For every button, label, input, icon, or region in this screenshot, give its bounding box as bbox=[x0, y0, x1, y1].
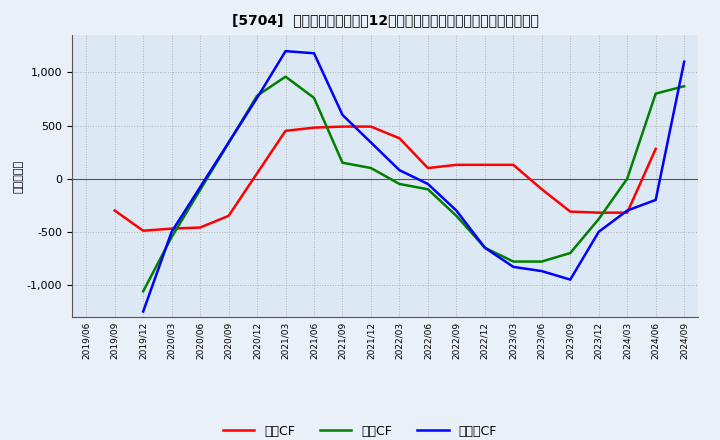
営業CF bbox=[282, 128, 290, 133]
営業CF bbox=[110, 208, 119, 213]
営業CF bbox=[310, 125, 318, 130]
フリーCF bbox=[452, 208, 461, 213]
営業CF bbox=[537, 187, 546, 192]
フリーCF bbox=[167, 229, 176, 235]
営業CF bbox=[196, 225, 204, 230]
営業CF bbox=[452, 162, 461, 168]
フリーCF bbox=[509, 264, 518, 269]
Legend: 営業CF, 投賄CF, フリーCF: 営業CF, 投賄CF, フリーCF bbox=[218, 420, 502, 440]
投賄CF bbox=[652, 91, 660, 96]
投賄CF bbox=[282, 74, 290, 79]
フリーCF bbox=[395, 168, 404, 173]
投賄CF bbox=[139, 289, 148, 294]
営業CF bbox=[225, 213, 233, 219]
Title: [5704]  キャッシュフローの12か月移動合計の対前年同期増減額の推移: [5704] キャッシュフローの12か月移動合計の対前年同期増減額の推移 bbox=[232, 13, 539, 27]
投賄CF bbox=[395, 181, 404, 187]
Line: 投賄CF: 投賄CF bbox=[143, 77, 684, 291]
営業CF bbox=[566, 209, 575, 214]
投賄CF bbox=[509, 259, 518, 264]
フリーCF bbox=[282, 48, 290, 54]
営業CF bbox=[509, 162, 518, 168]
投賄CF bbox=[595, 216, 603, 222]
投賄CF bbox=[253, 93, 261, 99]
フリーCF bbox=[310, 51, 318, 56]
投賄CF bbox=[480, 245, 489, 250]
営業CF bbox=[480, 162, 489, 168]
フリーCF bbox=[139, 309, 148, 314]
営業CF bbox=[395, 136, 404, 141]
営業CF bbox=[366, 124, 375, 129]
フリーCF bbox=[537, 268, 546, 274]
投賄CF bbox=[537, 259, 546, 264]
フリーCF bbox=[595, 229, 603, 235]
営業CF bbox=[139, 228, 148, 233]
投賄CF bbox=[623, 176, 631, 181]
投賄CF bbox=[167, 235, 176, 240]
フリーCF bbox=[680, 59, 688, 64]
投賄CF bbox=[423, 187, 432, 192]
Y-axis label: （百万円）: （百万円） bbox=[14, 159, 24, 193]
フリーCF bbox=[338, 112, 347, 117]
フリーCF bbox=[480, 245, 489, 250]
Line: 営業CF: 営業CF bbox=[114, 127, 656, 231]
投賄CF bbox=[310, 95, 318, 100]
営業CF bbox=[623, 210, 631, 215]
営業CF bbox=[167, 226, 176, 231]
フリーCF bbox=[623, 208, 631, 213]
営業CF bbox=[338, 124, 347, 129]
投賄CF bbox=[452, 213, 461, 219]
投賄CF bbox=[338, 160, 347, 165]
投賄CF bbox=[566, 250, 575, 256]
営業CF bbox=[652, 146, 660, 151]
投賄CF bbox=[680, 84, 688, 89]
フリーCF bbox=[566, 277, 575, 282]
営業CF bbox=[595, 210, 603, 215]
フリーCF bbox=[253, 95, 261, 100]
Line: フリーCF: フリーCF bbox=[143, 51, 684, 312]
投賄CF bbox=[366, 165, 375, 171]
フリーCF bbox=[423, 181, 432, 187]
営業CF bbox=[423, 165, 432, 171]
フリーCF bbox=[652, 197, 660, 202]
